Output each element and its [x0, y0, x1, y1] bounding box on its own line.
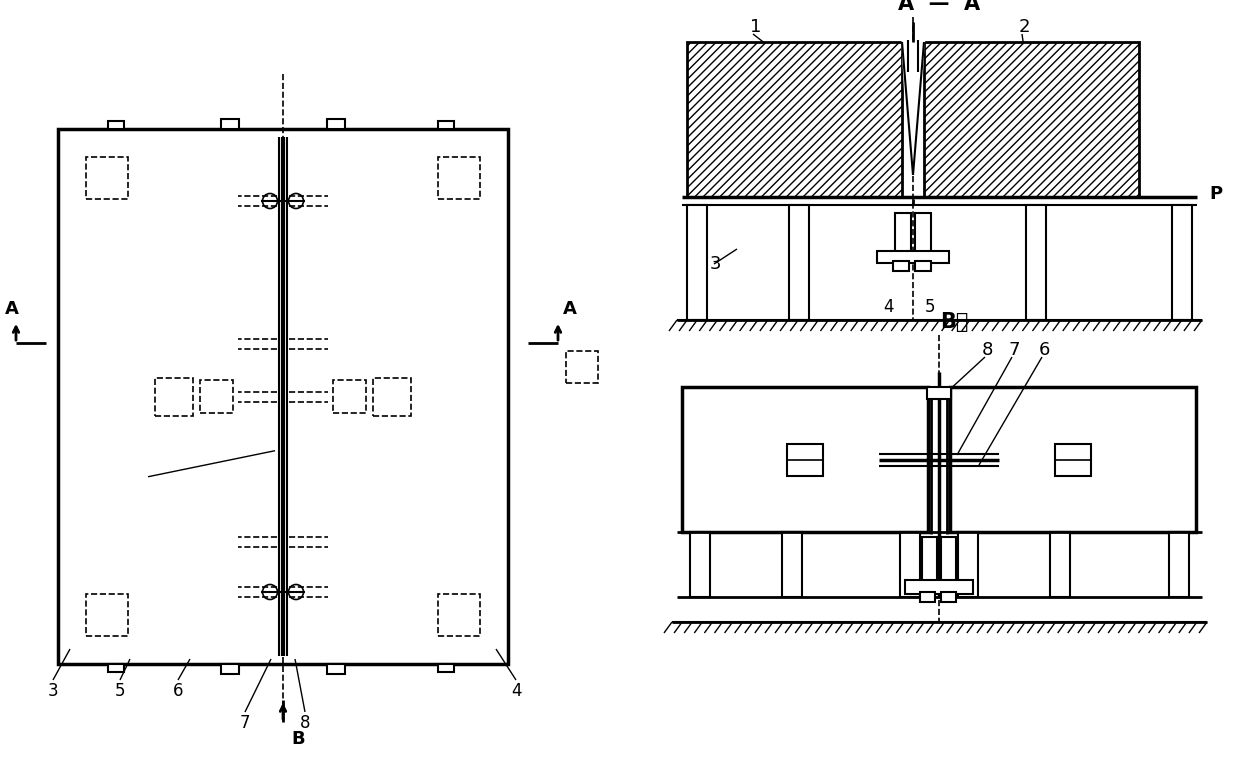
Polygon shape: [901, 40, 924, 42]
Bar: [86, 594, 128, 636]
Bar: [877, 251, 949, 263]
Bar: [682, 387, 928, 532]
Bar: [565, 351, 598, 383]
Bar: [155, 378, 193, 415]
Bar: [950, 387, 1197, 532]
Bar: [915, 213, 931, 253]
Bar: [924, 42, 1140, 197]
Text: 6: 6: [1038, 341, 1050, 359]
Bar: [334, 380, 366, 413]
Bar: [941, 592, 956, 602]
Bar: [687, 42, 901, 197]
Bar: [1169, 532, 1189, 597]
Bar: [1055, 444, 1091, 476]
Bar: [905, 580, 973, 594]
Text: 8: 8: [981, 341, 993, 359]
Bar: [920, 592, 935, 602]
Bar: [959, 532, 978, 597]
Bar: [438, 594, 480, 636]
Bar: [915, 261, 931, 271]
Bar: [787, 444, 823, 476]
Text: 3: 3: [711, 255, 722, 273]
Bar: [687, 42, 901, 197]
Bar: [928, 387, 951, 399]
Bar: [438, 664, 454, 672]
Text: A: A: [5, 300, 19, 318]
Bar: [782, 532, 802, 597]
Text: 6: 6: [172, 682, 184, 700]
Bar: [789, 205, 808, 320]
Bar: [924, 42, 1140, 197]
Bar: [221, 664, 239, 674]
Polygon shape: [901, 42, 924, 169]
Text: B: B: [291, 730, 305, 748]
Bar: [86, 157, 128, 199]
Text: B向: B向: [940, 312, 968, 332]
Bar: [200, 380, 233, 413]
Bar: [1025, 205, 1047, 320]
Text: 5: 5: [115, 682, 125, 700]
Text: 1: 1: [750, 18, 761, 36]
Bar: [941, 537, 956, 582]
Text: 2: 2: [1019, 18, 1030, 36]
Text: 4: 4: [511, 682, 521, 700]
Bar: [1172, 205, 1192, 320]
Text: A: A: [563, 300, 577, 318]
Bar: [900, 532, 920, 597]
Bar: [438, 121, 454, 129]
Text: P: P: [1209, 185, 1223, 203]
Bar: [1050, 532, 1070, 597]
Text: 7: 7: [1008, 341, 1019, 359]
Text: 8: 8: [300, 714, 310, 732]
Bar: [689, 532, 711, 597]
Bar: [108, 121, 124, 129]
Bar: [108, 664, 124, 672]
Text: 5: 5: [925, 298, 935, 316]
Bar: [221, 119, 239, 129]
Bar: [687, 205, 707, 320]
Text: 7: 7: [239, 714, 250, 732]
Bar: [373, 378, 410, 415]
Bar: [895, 213, 911, 253]
Bar: [438, 157, 480, 199]
Bar: [327, 119, 345, 129]
Text: 4: 4: [883, 298, 894, 316]
Bar: [58, 129, 508, 664]
Bar: [923, 537, 937, 582]
Text: 3: 3: [47, 682, 58, 700]
Bar: [327, 664, 345, 674]
Bar: [893, 261, 909, 271]
Text: A  —  A: A — A: [899, 0, 981, 14]
